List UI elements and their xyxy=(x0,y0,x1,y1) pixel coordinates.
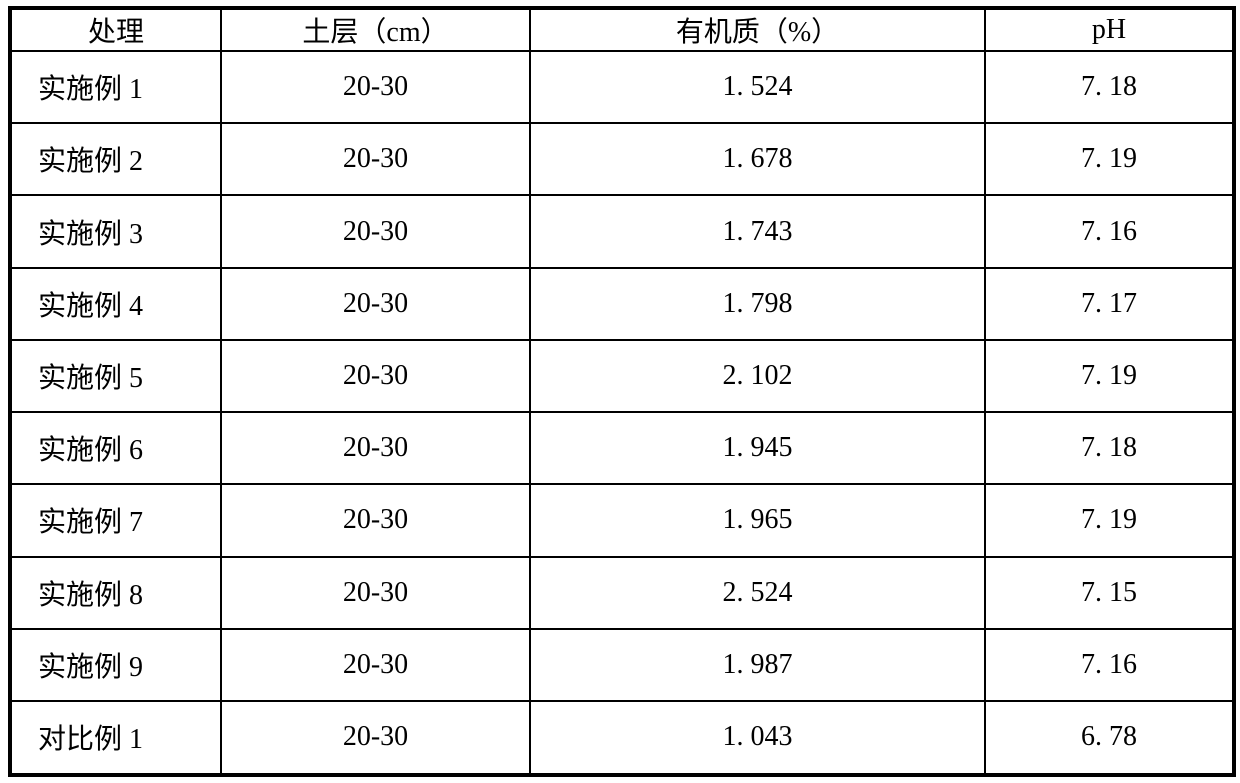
cell-organic: 1. 945 xyxy=(530,412,985,484)
table-row: 实施例 1 20-30 1. 524 7. 18 xyxy=(10,51,1234,123)
cell-soil-layer: 20-30 xyxy=(221,629,530,701)
cell-treatment: 实施例 2 xyxy=(10,123,221,195)
cell-ph: 7. 15 xyxy=(985,557,1234,629)
cell-organic: 1. 987 xyxy=(530,629,985,701)
cell-organic: 1. 524 xyxy=(530,51,985,123)
cell-treatment: 实施例 7 xyxy=(10,484,221,556)
cell-soil-layer: 20-30 xyxy=(221,123,530,195)
table-row: 实施例 9 20-30 1. 987 7. 16 xyxy=(10,629,1234,701)
cell-treatment: 实施例 4 xyxy=(10,268,221,340)
soil-data-table: 处理 土层（cm） 有机质（%） pH 实施例 1 20-30 1. 524 7… xyxy=(8,6,1236,777)
cell-soil-layer: 20-30 xyxy=(221,195,530,267)
cell-ph: 7. 19 xyxy=(985,340,1234,412)
cell-soil-layer: 20-30 xyxy=(221,412,530,484)
table-row: 实施例 2 20-30 1. 678 7. 19 xyxy=(10,123,1234,195)
cell-organic: 1. 678 xyxy=(530,123,985,195)
table-header: 处理 土层（cm） 有机质（%） pH xyxy=(10,8,1234,51)
cell-treatment: 实施例 8 xyxy=(10,557,221,629)
table-row: 实施例 7 20-30 1. 965 7. 19 xyxy=(10,484,1234,556)
table-row: 实施例 4 20-30 1. 798 7. 17 xyxy=(10,268,1234,340)
table-row: 对比例 1 20-30 1. 043 6. 78 xyxy=(10,701,1234,775)
col-header-soil-layer: 土层（cm） xyxy=(221,8,530,51)
col-header-ph: pH xyxy=(985,8,1234,51)
table-row: 实施例 5 20-30 2. 102 7. 19 xyxy=(10,340,1234,412)
cell-treatment: 实施例 3 xyxy=(10,195,221,267)
cell-ph: 7. 16 xyxy=(985,195,1234,267)
cell-soil-layer: 20-30 xyxy=(221,701,530,775)
cell-organic: 2. 102 xyxy=(530,340,985,412)
cell-ph: 6. 78 xyxy=(985,701,1234,775)
cell-ph: 7. 18 xyxy=(985,412,1234,484)
table-body: 实施例 1 20-30 1. 524 7. 18 实施例 2 20-30 1. … xyxy=(10,51,1234,775)
col-header-treatment: 处理 xyxy=(10,8,221,51)
table-row: 实施例 8 20-30 2. 524 7. 15 xyxy=(10,557,1234,629)
table-wrapper: 处理 土层（cm） 有机质（%） pH 实施例 1 20-30 1. 524 7… xyxy=(0,0,1240,783)
cell-ph: 7. 19 xyxy=(985,484,1234,556)
col-header-organic: 有机质（%） xyxy=(530,8,985,51)
cell-organic: 1. 043 xyxy=(530,701,985,775)
cell-organic: 1. 743 xyxy=(530,195,985,267)
cell-organic: 2. 524 xyxy=(530,557,985,629)
cell-soil-layer: 20-30 xyxy=(221,51,530,123)
table-header-row: 处理 土层（cm） 有机质（%） pH xyxy=(10,8,1234,51)
cell-ph: 7. 19 xyxy=(985,123,1234,195)
cell-soil-layer: 20-30 xyxy=(221,268,530,340)
cell-organic: 1. 965 xyxy=(530,484,985,556)
cell-soil-layer: 20-30 xyxy=(221,557,530,629)
cell-treatment: 实施例 6 xyxy=(10,412,221,484)
cell-treatment: 实施例 5 xyxy=(10,340,221,412)
cell-ph: 7. 17 xyxy=(985,268,1234,340)
cell-treatment: 实施例 1 xyxy=(10,51,221,123)
cell-treatment: 实施例 9 xyxy=(10,629,221,701)
table-row: 实施例 3 20-30 1. 743 7. 16 xyxy=(10,195,1234,267)
cell-treatment: 对比例 1 xyxy=(10,701,221,775)
table-row: 实施例 6 20-30 1. 945 7. 18 xyxy=(10,412,1234,484)
cell-soil-layer: 20-30 xyxy=(221,340,530,412)
cell-ph: 7. 18 xyxy=(985,51,1234,123)
cell-organic: 1. 798 xyxy=(530,268,985,340)
cell-soil-layer: 20-30 xyxy=(221,484,530,556)
cell-ph: 7. 16 xyxy=(985,629,1234,701)
